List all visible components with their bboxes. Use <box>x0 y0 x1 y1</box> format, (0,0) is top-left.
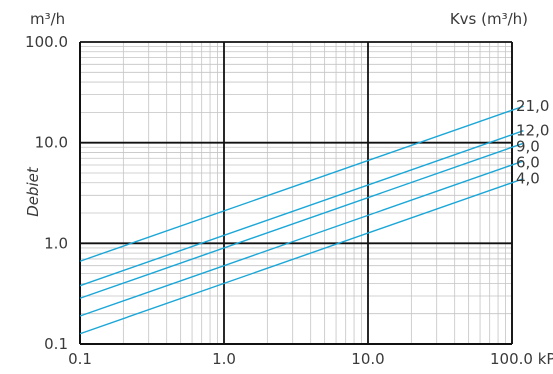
y-tick-label: 1.0 <box>44 234 68 252</box>
y-tick-label: 100.0 <box>25 33 68 51</box>
x-tick-labels: 0.1 1.0 10.0 100.0 kPa <box>68 350 553 368</box>
x-tick-label: 10.0 <box>351 350 384 368</box>
x-tick-label: 100.0 kPa <box>490 350 553 368</box>
y-axis-label: Debiet <box>24 166 42 217</box>
series-label-0: 21,0 <box>516 97 549 115</box>
series-label-3: 6,0 <box>516 154 540 172</box>
series-label-4: 4,0 <box>516 170 540 188</box>
x-tick-label: 1.0 <box>212 350 236 368</box>
series-line-4 <box>79 178 524 335</box>
series-line-0 <box>79 105 524 262</box>
series-labels: 21,0 12,09,06,04,0 <box>516 97 549 187</box>
y-tick-label: 0.1 <box>44 335 68 353</box>
y-unit-label: m³/h <box>30 10 65 28</box>
major-grid <box>79 41 513 345</box>
x-tick-label: 0.1 <box>68 350 92 368</box>
series-label-1: 12,0 <box>516 122 549 140</box>
series-line-1 <box>79 130 524 287</box>
minor-grid <box>80 42 512 344</box>
series-label-2: 9,0 <box>516 138 540 156</box>
y-tick-label: 10.0 <box>35 134 68 152</box>
series-lines <box>79 105 524 335</box>
kvs-unit-label: Kvs (m³/h) <box>450 10 528 28</box>
y-tick-labels: 0.1 1.0 10.0 100.0 <box>25 33 68 353</box>
series-line-2 <box>79 142 524 299</box>
series-line-3 <box>79 160 524 317</box>
